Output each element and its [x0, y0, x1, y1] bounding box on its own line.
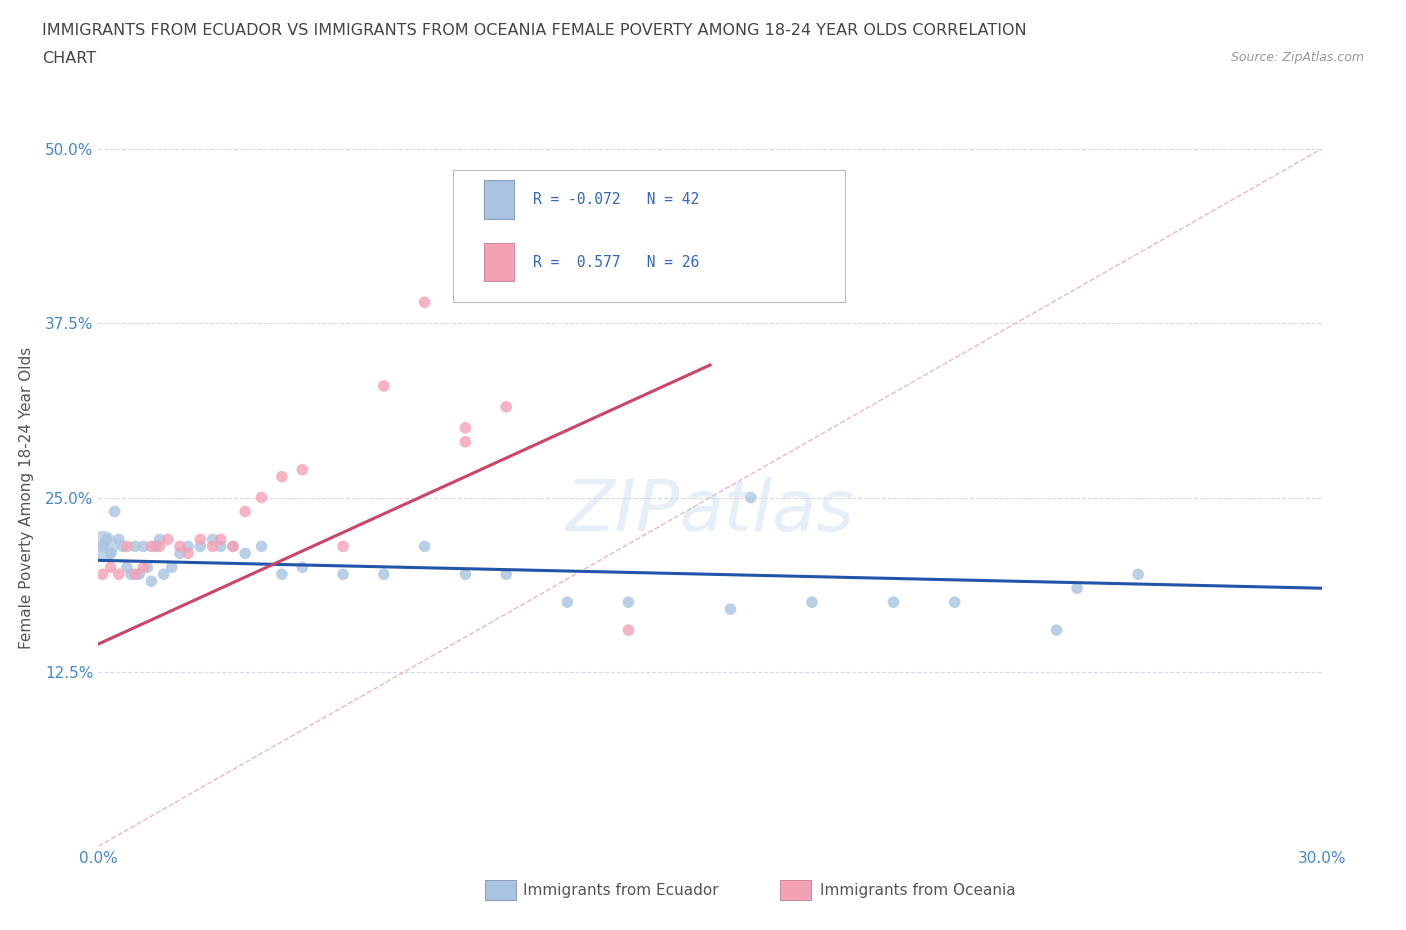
- Point: [943, 595, 966, 610]
- Text: Immigrants from Ecuador: Immigrants from Ecuador: [523, 883, 718, 897]
- Point: [91, 539, 114, 554]
- Point: [132, 539, 155, 554]
- Text: Immigrants from Oceania: Immigrants from Oceania: [820, 883, 1015, 897]
- Point: [169, 539, 191, 554]
- Point: [209, 532, 232, 547]
- Point: [413, 295, 436, 310]
- Point: [124, 539, 146, 554]
- Point: [188, 539, 212, 554]
- Text: R = -0.072   N = 42: R = -0.072 N = 42: [533, 192, 699, 206]
- Point: [413, 539, 436, 554]
- Point: [149, 539, 172, 554]
- Point: [141, 574, 163, 589]
- Point: [718, 602, 742, 617]
- Point: [128, 567, 150, 582]
- Bar: [484, 243, 515, 282]
- Point: [1128, 567, 1150, 582]
- Point: [132, 560, 155, 575]
- Point: [104, 504, 127, 519]
- Point: [100, 560, 122, 575]
- Point: [883, 595, 905, 610]
- Point: [96, 532, 118, 547]
- Point: [120, 567, 142, 582]
- Point: [270, 567, 294, 582]
- Point: [108, 532, 131, 547]
- Point: [160, 560, 183, 575]
- Point: [222, 539, 245, 554]
- Text: R =  0.577   N = 26: R = 0.577 N = 26: [533, 255, 699, 270]
- Point: [177, 546, 200, 561]
- Point: [801, 595, 824, 610]
- Point: [454, 567, 477, 582]
- Text: IMMIGRANTS FROM ECUADOR VS IMMIGRANTS FROM OCEANIA FEMALE POVERTY AMONG 18-24 YE: IMMIGRANTS FROM ECUADOR VS IMMIGRANTS FR…: [42, 23, 1026, 38]
- FancyBboxPatch shape: [453, 170, 845, 302]
- Point: [188, 532, 212, 547]
- Point: [108, 567, 131, 582]
- Point: [222, 539, 245, 554]
- Point: [291, 462, 314, 477]
- Point: [201, 532, 224, 547]
- Point: [233, 546, 256, 561]
- Point: [332, 567, 354, 582]
- Point: [250, 539, 273, 554]
- Y-axis label: Female Poverty Among 18-24 Year Olds: Female Poverty Among 18-24 Year Olds: [18, 347, 34, 649]
- Point: [91, 567, 114, 582]
- Point: [201, 539, 224, 554]
- Point: [291, 560, 314, 575]
- Point: [454, 434, 477, 449]
- Point: [136, 560, 159, 575]
- Point: [332, 539, 354, 554]
- Point: [156, 532, 179, 547]
- Bar: [484, 180, 515, 219]
- Point: [209, 539, 232, 554]
- Point: [145, 539, 167, 554]
- Point: [152, 567, 174, 582]
- Point: [270, 470, 294, 485]
- Point: [141, 539, 163, 554]
- Point: [91, 539, 114, 554]
- Point: [250, 490, 273, 505]
- Point: [177, 539, 200, 554]
- Text: CHART: CHART: [42, 51, 96, 66]
- Point: [495, 400, 517, 415]
- Point: [373, 567, 395, 582]
- Point: [1045, 623, 1069, 638]
- Point: [100, 546, 122, 561]
- Point: [740, 490, 762, 505]
- Point: [617, 595, 640, 610]
- Point: [149, 532, 172, 547]
- Point: [233, 504, 256, 519]
- Point: [169, 546, 191, 561]
- Point: [111, 539, 134, 554]
- Point: [115, 539, 138, 554]
- Text: ZIPatlas: ZIPatlas: [565, 477, 855, 546]
- Point: [115, 560, 138, 575]
- Point: [124, 567, 146, 582]
- Point: [373, 379, 395, 393]
- Text: Source: ZipAtlas.com: Source: ZipAtlas.com: [1230, 51, 1364, 64]
- Point: [617, 623, 640, 638]
- Point: [555, 595, 579, 610]
- Point: [1066, 580, 1088, 596]
- Point: [495, 567, 517, 582]
- Point: [454, 420, 477, 435]
